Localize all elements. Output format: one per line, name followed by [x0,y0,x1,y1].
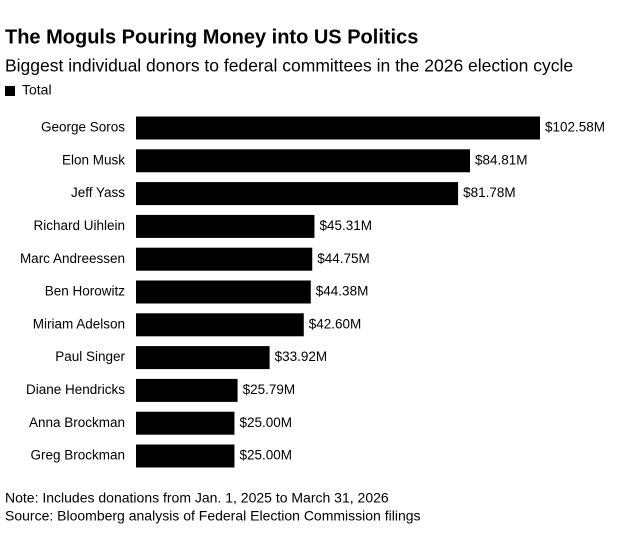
value-label: $25.00M [239,448,292,463]
bar [136,149,471,173]
category-label: George Soros [41,120,125,135]
bar [136,313,304,337]
value-label: $42.60M [309,316,362,331]
legend-swatch [5,86,15,96]
value-label: $102.58M [545,120,605,135]
bar [136,214,315,238]
category-label: Anna Brockman [29,415,125,430]
value-label: $81.78M [463,185,516,200]
chart-title: The Moguls Pouring Money into US Politic… [5,26,418,48]
bar [136,378,238,402]
value-label: $45.31M [319,218,372,233]
value-label: $44.38M [316,284,369,299]
bar [136,116,540,140]
bar [136,280,311,304]
chart-subtitle: Biggest individual donors to federal com… [5,56,573,76]
category-label: Marc Andreessen [20,251,125,266]
value-label: $44.75M [317,251,370,266]
category-label: Greg Brockman [30,448,125,463]
category-label: Miriam Adelson [33,316,125,331]
category-label: Richard Uihlein [33,218,125,233]
value-label: $25.00M [239,415,292,430]
bar [136,346,270,370]
note: Note: Includes donations from Jan. 1, 20… [5,490,389,506]
category-label: Paul Singer [55,349,125,364]
value-label: $33.92M [275,349,328,364]
value-label: $84.81M [475,152,528,167]
value-label: $25.79M [243,382,296,397]
bar [136,411,235,435]
bar [136,247,313,271]
source: Source: Bloomberg analysis of Federal El… [5,508,421,524]
category-label: Diane Hendricks [26,382,125,397]
legend-label: Total [22,82,52,98]
category-label: Jeff Yass [71,185,125,200]
category-label: Elon Musk [62,152,125,167]
bar [136,444,235,468]
bar [136,182,459,206]
category-label: Ben Horowitz [45,284,126,299]
